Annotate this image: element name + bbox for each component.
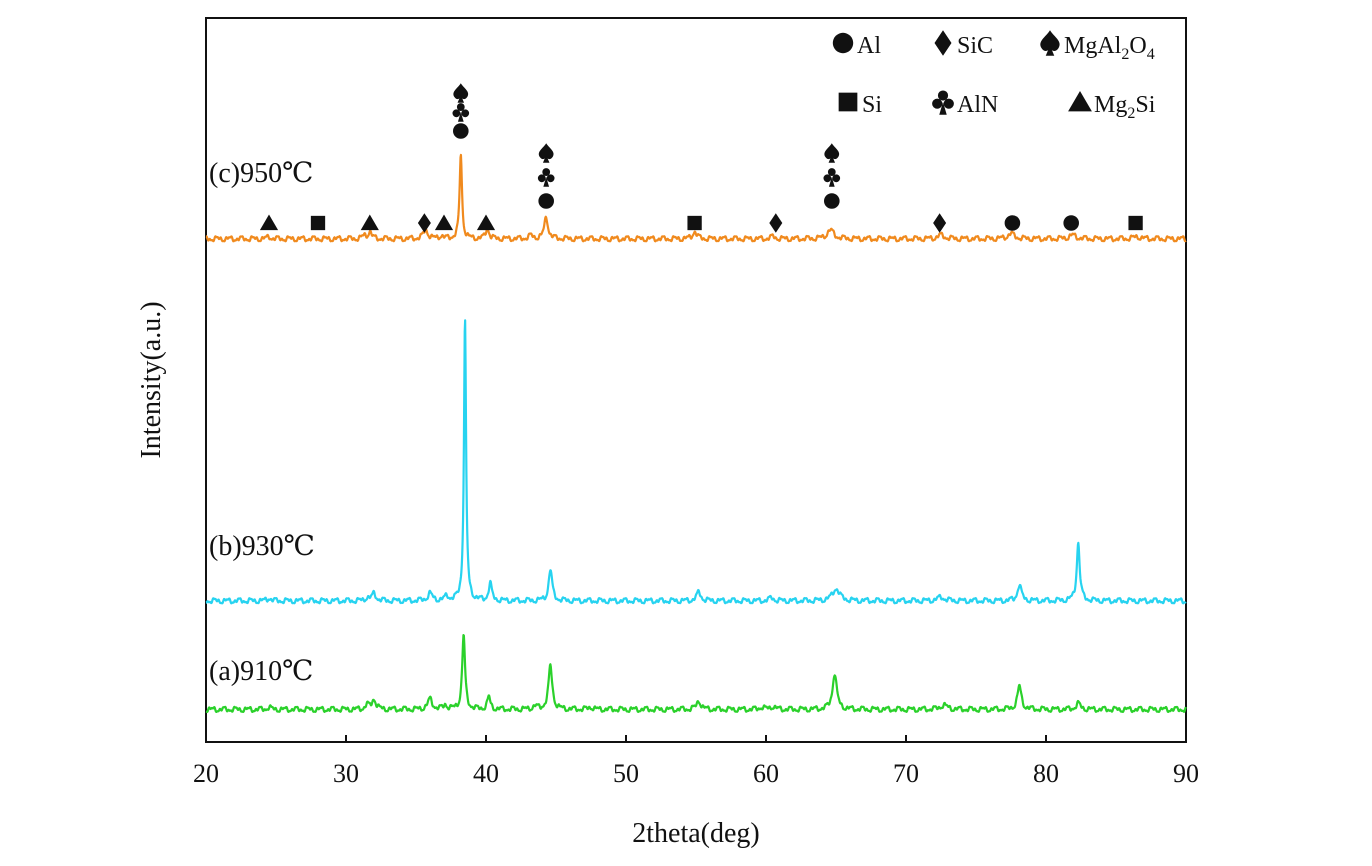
square-marker xyxy=(1128,215,1143,231)
legend-label: SiC xyxy=(957,33,993,59)
phase-marker-layer xyxy=(259,83,1143,233)
diamond-marker xyxy=(933,213,947,233)
circle-marker xyxy=(1063,215,1079,231)
club-marker xyxy=(537,168,555,187)
x-tick-label: 30 xyxy=(333,759,359,788)
x-axis-title: 2theta(deg) xyxy=(632,818,760,849)
spade-marker xyxy=(824,143,840,163)
spade-marker xyxy=(1040,30,1060,56)
diamond-marker xyxy=(417,213,431,233)
series-line xyxy=(205,153,1187,243)
legend-label: Al xyxy=(857,33,881,59)
x-tick-label: 80 xyxy=(1033,759,1059,788)
phase-marker-stack xyxy=(259,214,279,231)
series-line xyxy=(205,633,1187,714)
legend-label: MgAl2O4 xyxy=(1064,33,1155,63)
legend-item: Al xyxy=(832,32,881,59)
circle-marker xyxy=(1004,215,1021,231)
y-axis-title: Intensity(a.u.) xyxy=(136,301,167,458)
phase-marker-stack xyxy=(769,213,783,233)
circle-marker xyxy=(538,193,554,209)
legend-label: Mg2Si xyxy=(1094,92,1156,122)
triangle-marker xyxy=(434,214,454,231)
spade-marker xyxy=(538,143,554,163)
series-labels: (a)910℃ (b)930℃ (c)950℃ xyxy=(209,158,315,687)
phase-marker-stack xyxy=(310,215,326,231)
phase-marker-stack xyxy=(434,214,454,231)
diamond-marker xyxy=(769,213,783,233)
triangle-marker xyxy=(1068,90,1092,112)
square-marker xyxy=(838,92,858,112)
series-layer xyxy=(205,153,1187,714)
x-tick-label: 20 xyxy=(193,759,219,788)
phase-marker-stack xyxy=(933,213,947,233)
legend-item: Mg2Si xyxy=(1068,90,1156,122)
diamond-marker xyxy=(934,30,952,56)
x-tick-label: 60 xyxy=(753,759,779,788)
legend-item: MgAl2O4 xyxy=(1040,30,1155,63)
circle-marker xyxy=(832,32,854,54)
club-marker xyxy=(932,90,954,115)
series-label: (a)910℃ xyxy=(209,656,313,687)
phase-marker-stack xyxy=(823,143,841,209)
square-marker xyxy=(310,215,326,231)
series-line xyxy=(205,319,1187,605)
phase-marker-stack xyxy=(452,83,470,139)
x-axis-ticks: 20 30 40 50 60 70 80 90 xyxy=(193,735,1199,788)
plot-border xyxy=(205,17,1187,743)
club-marker xyxy=(452,103,470,122)
x-tick-label: 70 xyxy=(893,759,919,788)
legend-label: Si xyxy=(862,92,882,118)
phase-legend: Al SiC MgAl2O4 Si AlN Mg2Si xyxy=(832,30,1156,122)
club-marker xyxy=(823,168,841,187)
triangle-marker xyxy=(476,214,496,231)
legend-item: Si xyxy=(838,92,882,118)
triangle-marker xyxy=(259,214,279,231)
series-label: (c)950℃ xyxy=(209,158,313,189)
phase-marker-stack xyxy=(360,214,379,231)
circle-marker xyxy=(824,193,840,209)
phase-marker-stack xyxy=(1128,215,1143,231)
series-label: (b)930℃ xyxy=(209,531,315,562)
legend-item: SiC xyxy=(934,30,993,59)
legend-label: AlN xyxy=(957,92,998,118)
phase-marker-stack xyxy=(1063,215,1079,231)
circle-marker xyxy=(453,123,469,139)
x-tick-label: 40 xyxy=(473,759,499,788)
phase-marker-stack xyxy=(417,213,431,233)
x-tick-label: 50 xyxy=(613,759,639,788)
phase-marker-stack xyxy=(537,143,555,209)
spade-marker xyxy=(453,83,469,103)
legend-item: AlN xyxy=(932,90,998,118)
triangle-marker xyxy=(360,214,379,231)
phase-marker-stack xyxy=(1004,215,1021,231)
square-marker xyxy=(687,215,702,231)
phase-marker-stack xyxy=(476,214,496,231)
x-tick-label: 90 xyxy=(1173,759,1199,788)
plot-frame xyxy=(205,17,1187,743)
phase-marker-stack xyxy=(687,215,702,231)
